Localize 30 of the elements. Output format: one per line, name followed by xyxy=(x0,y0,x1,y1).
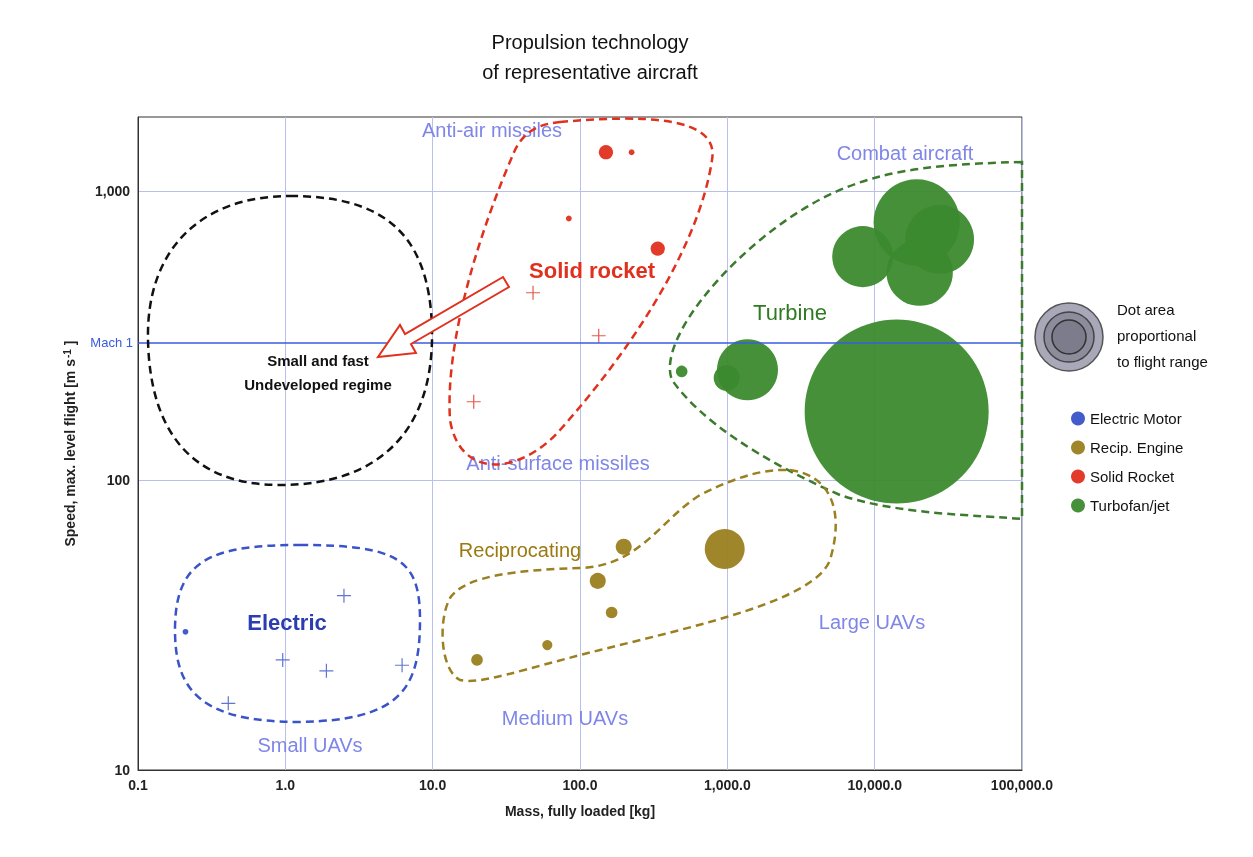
legend-label: Recip. Engine xyxy=(1090,439,1184,456)
annotation: Anti-surface missiles xyxy=(466,452,650,474)
x-tick-label: 10,000.0 xyxy=(847,777,903,793)
text: Dot area proportional to flight range xyxy=(1117,300,1208,370)
x-tick-label: 0.1 xyxy=(128,777,148,793)
y-tick-label: 10 xyxy=(114,762,131,778)
annotation: Large UAVs xyxy=(818,611,926,633)
x-tick-label: 10.0 xyxy=(419,777,447,793)
legend-label: Solid Rocket xyxy=(1090,468,1176,485)
x-axis-title: Mass, fully loaded [kg] xyxy=(504,803,656,819)
annotation: Small UAVs xyxy=(257,734,363,756)
annotation: Combat aircraft xyxy=(836,142,974,164)
x-tick-label: 100,000.0 xyxy=(990,777,1054,793)
annotation: Small and fast Undeveloped regime xyxy=(244,351,392,393)
ref-line-label: Mach 1 xyxy=(90,334,133,350)
legend-label: Turbofan/jet xyxy=(1090,497,1171,514)
chart-title: Propulsion technology of representative aircraft xyxy=(482,31,699,83)
annotation: Anti-air missiles xyxy=(421,119,563,141)
annotation: Solid rocket xyxy=(529,257,656,283)
annotation: Medium UAVs xyxy=(501,707,629,729)
annotation: Electric xyxy=(247,609,327,635)
y-axis-title: Speed, max. level flight [m s-1] xyxy=(61,340,78,547)
annotation: Turbine xyxy=(753,299,827,325)
x-tick-label: 1.0 xyxy=(275,777,296,793)
y-tick-label: 1,000 xyxy=(94,182,131,199)
x-tick-label: 1,000.0 xyxy=(703,777,751,793)
y-tick-label: 100 xyxy=(106,472,131,489)
x-tick-label: 100.0 xyxy=(562,777,598,793)
annotation: Reciprocating xyxy=(458,539,582,561)
legend-label: Electric Motor xyxy=(1090,410,1182,427)
